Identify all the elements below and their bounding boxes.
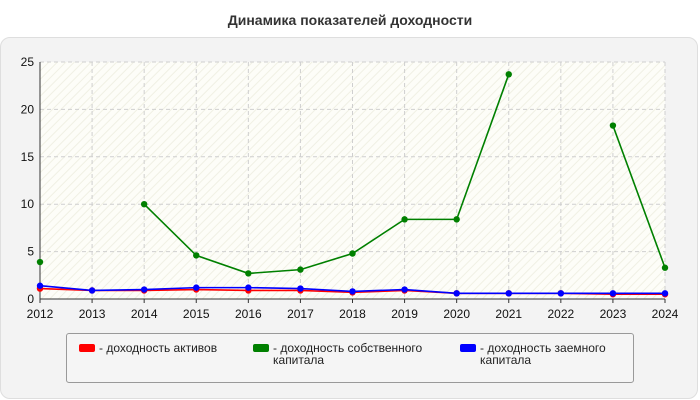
x-tick-labels: 2012 2013 2014 2015 2016 2017 2018 2019 2020 2021… xyxy=(27,307,679,321)
data-point-2 xyxy=(193,284,200,291)
legend-swatch-debt xyxy=(460,344,476,352)
x-tick-label: 2020 xyxy=(443,307,470,321)
x-tick-label: 2017 xyxy=(287,307,314,321)
legend-swatch-assets xyxy=(79,344,95,352)
data-point-2 xyxy=(505,290,512,297)
data-point-1 xyxy=(245,270,252,277)
y-tick-label: 15 xyxy=(21,150,35,164)
x-tick-label: 2021 xyxy=(495,307,522,321)
legend-item-assets: - доходность активов xyxy=(79,342,249,354)
data-point-1 xyxy=(453,216,460,223)
data-point-2 xyxy=(401,286,408,293)
y-tick-label: 10 xyxy=(21,197,35,211)
data-point-2 xyxy=(609,290,617,297)
y-tick-label: 5 xyxy=(27,245,34,259)
y-tick-label: 0 xyxy=(27,292,34,306)
y-tick-label: 20 xyxy=(21,102,35,116)
data-point-2 xyxy=(245,284,252,291)
series-lines xyxy=(36,71,669,298)
x-tick-label: 2018 xyxy=(339,307,366,321)
x-tick-label: 2016 xyxy=(235,307,262,321)
legend-label-assets: - доходность активов xyxy=(99,341,218,355)
data-point-1 xyxy=(505,71,512,78)
data-point-1 xyxy=(401,216,408,223)
legend-label-equity: - доходность собственного капитала xyxy=(273,341,423,367)
data-point-2 xyxy=(453,290,460,297)
legend-swatch-equity xyxy=(253,344,269,352)
legend-item-equity: - доходность собственного капитала xyxy=(253,342,443,366)
data-point-1 xyxy=(36,258,44,266)
y-tick-label: 25 xyxy=(21,55,35,69)
x-tick-label: 2023 xyxy=(600,307,627,321)
data-point-2 xyxy=(557,290,565,297)
data-point-1 xyxy=(609,122,617,129)
x-tick-label: 2024 xyxy=(652,307,679,321)
data-point-2 xyxy=(349,288,356,295)
x-tick-label: 2015 xyxy=(183,307,210,321)
data-point-1 xyxy=(349,250,356,257)
data-point-1 xyxy=(193,252,200,259)
grid-lines xyxy=(40,61,666,299)
x-tick-label: 2014 xyxy=(131,307,158,321)
data-point-2 xyxy=(661,290,669,297)
chart-title: Динамика показателей доходности xyxy=(227,12,473,28)
data-point-1 xyxy=(661,264,669,271)
data-point-2 xyxy=(297,285,304,292)
data-point-1 xyxy=(140,201,148,208)
x-tick-label: 2013 xyxy=(79,307,106,321)
x-tick-label: 2019 xyxy=(391,307,418,321)
legend-item-debt: - доходность заемного капитала xyxy=(460,342,630,366)
x-tick-label: 2012 xyxy=(27,307,54,321)
data-point-2 xyxy=(140,286,148,293)
y-tick-labels: 0 5 10 15 20 25 xyxy=(21,55,35,306)
legend: - доходность активов - доходность собств… xyxy=(66,333,634,383)
x-tick-label: 2022 xyxy=(547,307,574,321)
series-line-1 xyxy=(612,125,666,268)
data-point-1 xyxy=(297,266,304,273)
series-line-1 xyxy=(143,74,510,275)
legend-label-debt: - доходность заемного капитала xyxy=(480,341,606,367)
data-point-2 xyxy=(88,287,96,294)
data-point-2 xyxy=(36,282,44,289)
